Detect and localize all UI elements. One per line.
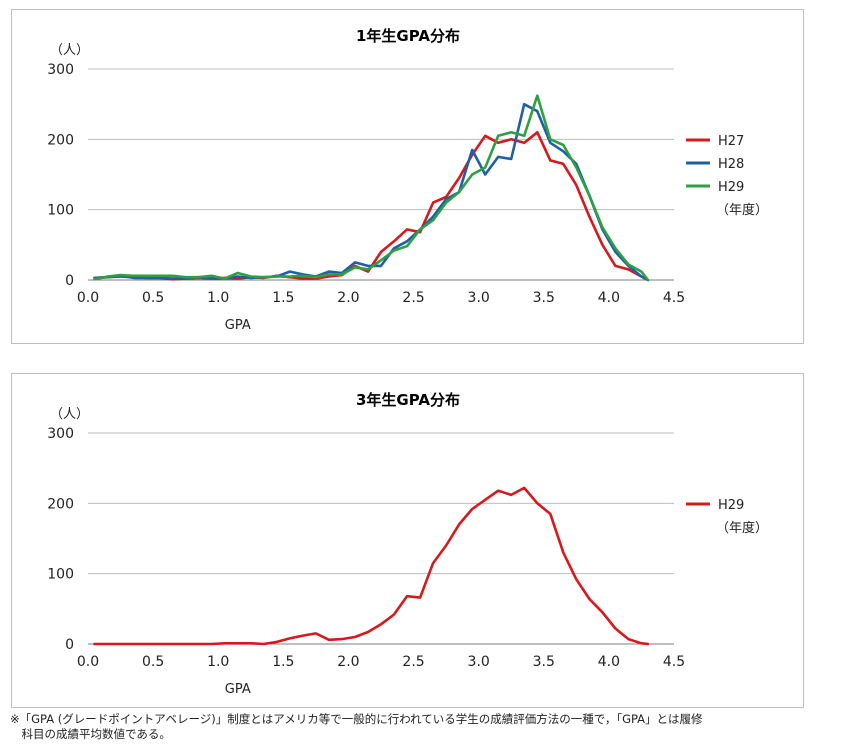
x-tick-label: 0.5 [142, 290, 164, 306]
legend-note: （年度） [716, 520, 768, 536]
x-tick-label: 0.0 [77, 654, 99, 670]
y-tick-label: 300 [47, 426, 74, 442]
footnote-line-1: ※「GPA (グレードポイントアベレージ)」制度とはアメリカ等で一般的に行われて… [10, 712, 703, 726]
chart-title: 3年生GPA分布 [356, 391, 460, 409]
x-tick-label: 4.5 [663, 654, 685, 670]
series-line-h29 [93, 486, 650, 646]
legend-label-h29: H29 [718, 498, 744, 513]
y-tick-label: 100 [47, 203, 74, 219]
x-tick-label: 2.5 [402, 654, 424, 670]
gpa-distribution-chart-first-year: 1年生GPA分布 （人） 0 100 200 300 0.0 0.5 1.0 1.5 2.0 2.5 3… [47, 27, 768, 333]
x-tick-label: 0.0 [77, 290, 99, 306]
x-axis-label: GPA [225, 682, 251, 697]
y-axis-label: （人） [50, 407, 89, 422]
y-tick-label: 0 [65, 273, 74, 289]
x-tick-label: 1.5 [272, 654, 294, 670]
x-tick-label: 1.0 [207, 654, 229, 670]
x-tick-label: 4.0 [598, 654, 620, 670]
y-tick-label: 0 [65, 637, 74, 653]
legend-label-h29: H29 [718, 180, 744, 195]
x-tick-label: 1.0 [207, 290, 229, 306]
gpa-distribution-chart-third-year: 3年生GPA分布 （人） 0 100 200 300 0.0 0.5 1.0 1.5 2.0 2.5 3… [47, 391, 768, 697]
y-tick-label: 200 [47, 132, 74, 148]
legend-label-h28: H28 [718, 157, 744, 172]
x-axis-label: GPA [225, 318, 251, 333]
chart-title: 1年生GPA分布 [356, 27, 460, 45]
footnote: ※「GPA (グレードポイントアベレージ)」制度とはアメリカ等で一般的に行われて… [10, 712, 830, 742]
x-tick-label: 3.5 [533, 654, 555, 670]
x-tick-label: 3.0 [468, 290, 490, 306]
y-tick-label: 100 [47, 567, 74, 583]
x-tick-label: 4.5 [663, 290, 685, 306]
x-tick-label: 2.0 [337, 290, 359, 306]
series-line-h28 [93, 102, 650, 282]
legend-label-h27: H27 [718, 134, 744, 149]
x-tick-label: 4.0 [598, 290, 620, 306]
y-tick-label: 200 [47, 496, 74, 512]
series-line-h29 [93, 94, 650, 282]
x-tick-label: 3.0 [468, 654, 490, 670]
x-tick-label: 1.5 [272, 290, 294, 306]
y-tick-label: 300 [47, 62, 74, 78]
x-tick-label: 0.5 [142, 654, 164, 670]
chart-panel-third-year: 3年生GPA分布 （人） 0 100 200 300 0.0 0.5 1.0 1.5 2.0 2.5 3… [11, 373, 804, 708]
legend-note: （年度） [716, 202, 768, 218]
x-tick-label: 2.0 [337, 654, 359, 670]
chart-panel-first-year: 1年生GPA分布 （人） 0 100 200 300 0.0 0.5 1.0 1.5 2.0 2.5 3… [11, 9, 804, 344]
x-tick-label: 2.5 [402, 290, 424, 306]
footnote-line-2: 科目の成績平均数値である。 [10, 727, 171, 741]
y-axis-label: （人） [50, 43, 89, 58]
x-tick-label: 3.5 [533, 290, 555, 306]
